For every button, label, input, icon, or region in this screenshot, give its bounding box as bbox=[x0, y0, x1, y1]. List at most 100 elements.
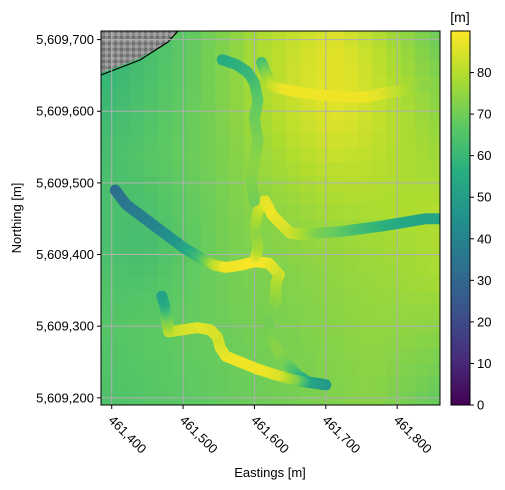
heatmap-cell bbox=[158, 376, 173, 392]
heatmap-cell bbox=[400, 333, 416, 349]
colorbar-tick-label: 60 bbox=[477, 148, 491, 163]
heatmap-cell bbox=[258, 376, 273, 392]
heatmap-cell bbox=[215, 147, 231, 162]
heatmap-cell bbox=[300, 304, 316, 320]
heatmap-cell bbox=[186, 118, 202, 134]
heatmap-cell bbox=[258, 276, 273, 291]
heatmap-cell bbox=[286, 118, 302, 134]
heatmap-cell bbox=[415, 31, 430, 34]
heatmap-cell bbox=[372, 362, 388, 377]
heatmap-cell bbox=[415, 190, 430, 205]
heatmap-cell bbox=[272, 132, 288, 148]
heatmap-cell bbox=[386, 261, 402, 277]
heatmap-cell bbox=[429, 46, 440, 62]
heatmap-cell bbox=[129, 118, 145, 134]
heatmap-cell bbox=[343, 31, 359, 34]
heatmap-cell bbox=[429, 218, 440, 234]
colorbar-title: [m] bbox=[450, 9, 469, 25]
heatmap-cell bbox=[101, 276, 116, 291]
heatmap-cell bbox=[300, 261, 316, 277]
heatmap-cell bbox=[129, 333, 145, 349]
x-tick-label: 461,700 bbox=[320, 413, 364, 457]
heatmap-cell bbox=[329, 333, 345, 349]
y-axis-ticks: 5,609,200 5,609,300 5,609,400 5,609,500 5,60… bbox=[36, 32, 101, 405]
heatmap-cell bbox=[429, 190, 440, 205]
heatmap-cell bbox=[215, 118, 231, 134]
heatmap-cell bbox=[200, 75, 216, 91]
heatmap-cell bbox=[143, 276, 159, 291]
heatmap-cell bbox=[186, 132, 202, 148]
heatmap-cell bbox=[229, 147, 245, 162]
colorbar-tick-label: 50 bbox=[477, 190, 491, 205]
heatmap-cell bbox=[158, 362, 173, 377]
x-tick-label: 461,800 bbox=[391, 413, 435, 457]
heatmap-cell bbox=[172, 31, 188, 34]
heatmap-cell bbox=[343, 61, 359, 77]
heatmap-cell bbox=[343, 204, 359, 220]
heatmap-cell bbox=[215, 276, 231, 291]
heatmap-cell bbox=[229, 118, 245, 134]
heatmap-cell bbox=[415, 161, 430, 177]
heatmap-cell bbox=[329, 376, 345, 392]
x-tick-label: 461,400 bbox=[106, 413, 150, 457]
heatmap-cell bbox=[186, 147, 202, 162]
colorbar: [m] 0 10 20 30 40 50 60 70 80 bbox=[450, 9, 491, 413]
heatmap-cell bbox=[400, 118, 416, 134]
heatmap-cell bbox=[357, 362, 373, 377]
heatmap-cell bbox=[229, 204, 245, 220]
heatmap-cell bbox=[357, 31, 373, 34]
heatmap-cell bbox=[386, 132, 402, 148]
heatmap-cell bbox=[415, 290, 430, 306]
heatmap-cell bbox=[186, 261, 202, 277]
heatmap-cell bbox=[115, 333, 131, 349]
heatmap-cell bbox=[372, 304, 388, 320]
heatmap-cell bbox=[115, 89, 131, 105]
heatmap-cell bbox=[329, 276, 345, 291]
y-axis-label: Northing [m] bbox=[9, 183, 24, 254]
heatmap-cell bbox=[300, 118, 316, 134]
heatmap-cell bbox=[158, 190, 173, 205]
heatmap-cell bbox=[429, 304, 440, 320]
track-point bbox=[216, 54, 228, 66]
colorbar-gradient bbox=[450, 30, 471, 406]
heatmap-cell bbox=[158, 261, 173, 277]
colorbar-tick-label: 40 bbox=[477, 231, 491, 246]
heatmap-cell bbox=[300, 347, 316, 363]
heatmap-cell bbox=[329, 304, 345, 320]
heatmap-cell bbox=[129, 190, 145, 205]
colorbar-tick-label: 70 bbox=[477, 107, 491, 122]
heatmap-cell bbox=[129, 376, 145, 392]
heatmap-cell bbox=[315, 161, 330, 177]
heatmap-cell bbox=[400, 376, 416, 392]
heatmap-cell bbox=[143, 147, 159, 162]
heatmap-cell bbox=[186, 46, 202, 62]
heatmap-cell bbox=[143, 61, 159, 77]
heatmap-cell bbox=[315, 290, 330, 306]
heatmap-cell bbox=[286, 31, 302, 34]
heatmap-cell bbox=[386, 161, 402, 177]
heatmap-cell bbox=[286, 304, 302, 320]
heatmap-cell bbox=[229, 132, 245, 148]
heatmap-cell bbox=[172, 276, 188, 291]
heatmap-cell bbox=[343, 190, 359, 205]
heatmap-cell bbox=[300, 46, 316, 62]
heatmap-cell bbox=[315, 347, 330, 363]
heatmap-cell bbox=[272, 147, 288, 162]
heatmap-cell bbox=[415, 118, 430, 134]
heatmap-cell bbox=[115, 132, 131, 148]
heatmap-cell bbox=[186, 304, 202, 320]
heatmap-cell bbox=[186, 333, 202, 349]
heatmap-cell bbox=[200, 89, 216, 105]
heatmap-cell bbox=[158, 132, 173, 148]
heatmap-cell bbox=[172, 376, 188, 392]
heatmap-cell bbox=[329, 46, 345, 62]
heatmap-cell bbox=[400, 161, 416, 177]
heatmap-cell bbox=[129, 161, 145, 177]
x-axis-label: Eastings [m] bbox=[234, 465, 306, 480]
heatmap-cell bbox=[172, 132, 188, 148]
heatmap-cell bbox=[229, 31, 245, 34]
heatmap-cell bbox=[329, 118, 345, 134]
heatmap-cell bbox=[243, 304, 259, 320]
heatmap-cell bbox=[315, 31, 330, 34]
